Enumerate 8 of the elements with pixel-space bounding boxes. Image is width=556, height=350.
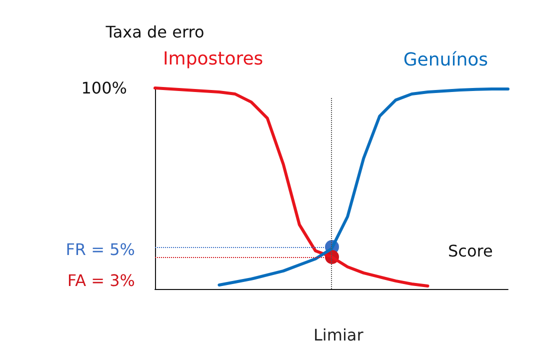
text: Limiar	[314, 326, 364, 344]
series-label: Genuínos	[403, 50, 488, 71]
text: FA = 3%	[67, 270, 135, 290]
series-label: Impostores	[163, 48, 264, 70]
y-axis-title: Taxa de erro	[104, 22, 204, 42]
text: 100%	[81, 78, 128, 98]
text: FR = 5%	[66, 240, 135, 259]
x-axis-title: Score	[448, 242, 493, 260]
